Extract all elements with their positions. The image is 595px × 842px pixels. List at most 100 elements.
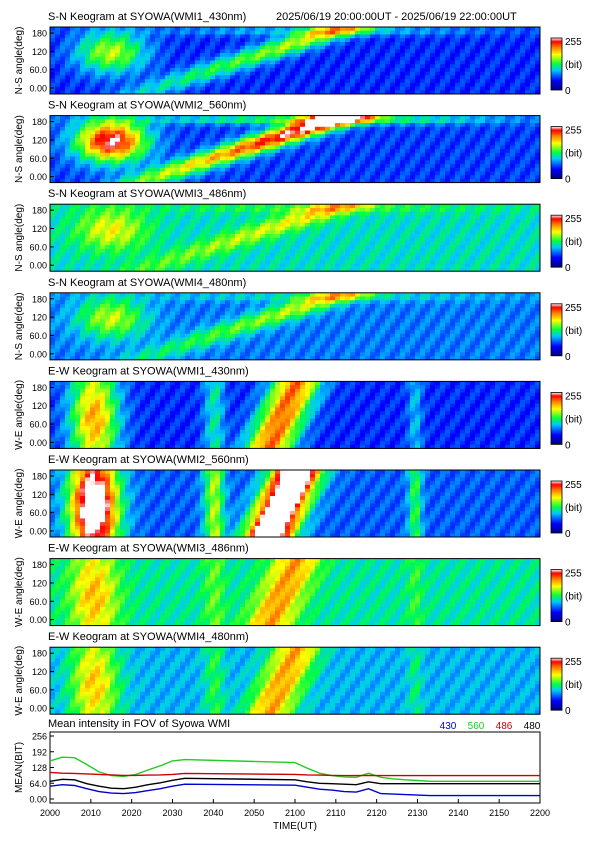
keogram-cell bbox=[330, 115, 336, 120]
keogram-cell bbox=[190, 137, 196, 143]
keogram-cell bbox=[330, 256, 336, 261]
keogram-cell bbox=[335, 115, 341, 120]
keogram-cell bbox=[285, 141, 291, 146]
keogram-cell bbox=[85, 178, 91, 183]
keogram-cell bbox=[400, 27, 406, 32]
keogram-cell bbox=[180, 67, 186, 73]
keogram-cell bbox=[200, 45, 206, 50]
keogram-cell bbox=[145, 34, 151, 39]
keogram-cell bbox=[395, 156, 401, 161]
keogram-cell bbox=[345, 126, 351, 131]
keogram-cell bbox=[430, 34, 436, 39]
keogram-cell bbox=[95, 64, 101, 69]
keogram-cell bbox=[310, 71, 316, 76]
keogram-cell bbox=[365, 67, 371, 73]
keogram-cell bbox=[435, 90, 441, 95]
keogram-cell bbox=[430, 30, 436, 35]
keogram-cell bbox=[220, 141, 226, 146]
keogram-cell bbox=[105, 171, 111, 176]
keogram-cell bbox=[165, 34, 171, 39]
keogram-cell bbox=[265, 67, 271, 73]
keogram-cell bbox=[70, 175, 76, 180]
keogram-cell bbox=[330, 67, 336, 73]
keogram-cell bbox=[485, 41, 491, 47]
keogram-cell bbox=[410, 130, 416, 135]
keogram-cell bbox=[435, 230, 441, 235]
keogram-cell bbox=[415, 233, 421, 239]
keogram-cell bbox=[100, 175, 106, 180]
keogram-cell bbox=[250, 215, 256, 220]
keogram-cell bbox=[70, 152, 76, 157]
keogram-cell bbox=[485, 75, 491, 80]
keogram-cell bbox=[65, 215, 71, 220]
keogram-cell bbox=[230, 167, 236, 172]
keogram-cell bbox=[445, 156, 451, 161]
keogram-cell bbox=[330, 156, 336, 161]
keogram-cell bbox=[370, 123, 376, 128]
keogram-cell bbox=[390, 75, 396, 80]
keogram-cell bbox=[380, 90, 386, 95]
keogram-cell bbox=[240, 60, 246, 65]
keogram-cell bbox=[440, 123, 446, 128]
keogram-cell bbox=[270, 27, 276, 32]
keogram-cell bbox=[60, 115, 66, 120]
keogram-cell bbox=[435, 256, 441, 261]
keogram-cell bbox=[500, 60, 506, 65]
keogram-cell bbox=[170, 53, 176, 58]
keogram-cell bbox=[315, 41, 321, 47]
keogram-cell bbox=[255, 60, 261, 65]
keogram-cell bbox=[55, 115, 61, 120]
keogram-cell bbox=[100, 267, 106, 272]
keogram-cell bbox=[200, 49, 206, 54]
keogram-cell bbox=[140, 141, 146, 146]
keogram-cell bbox=[440, 38, 446, 43]
keogram-cell bbox=[530, 130, 536, 135]
keogram-cell bbox=[480, 86, 486, 91]
keogram-cell bbox=[95, 267, 101, 272]
keogram-cell bbox=[345, 219, 351, 224]
keogram-cell bbox=[310, 230, 316, 235]
keogram-cell bbox=[215, 211, 221, 216]
keogram-cell bbox=[280, 45, 286, 50]
keogram-cell bbox=[220, 178, 226, 183]
keogram-cell bbox=[160, 219, 166, 224]
keogram-cell bbox=[435, 149, 441, 154]
keogram-cell bbox=[250, 252, 256, 257]
keogram-cell bbox=[255, 252, 261, 257]
keogram-cell bbox=[110, 27, 116, 32]
keogram-cell bbox=[90, 215, 96, 220]
keogram-cell bbox=[435, 252, 441, 257]
keogram-cell bbox=[160, 222, 166, 227]
keogram-cell bbox=[320, 156, 326, 161]
keogram-cell bbox=[150, 219, 156, 224]
keogram-cell bbox=[300, 204, 306, 209]
keogram-cell bbox=[535, 126, 541, 131]
keogram-cell bbox=[270, 130, 276, 135]
keogram-cell bbox=[70, 27, 76, 32]
keogram-cell bbox=[395, 90, 401, 95]
keogram-cell bbox=[240, 241, 246, 246]
keogram-cell bbox=[345, 56, 351, 61]
keogram-cell bbox=[185, 252, 191, 257]
keogram-cell bbox=[225, 241, 231, 246]
keogram-cell bbox=[310, 160, 316, 165]
keogram-cell bbox=[455, 90, 461, 95]
keogram-cell bbox=[245, 137, 251, 143]
keogram-cell bbox=[345, 79, 351, 84]
keogram-cell bbox=[90, 86, 96, 91]
keogram-cell bbox=[190, 237, 196, 242]
keogram-cell bbox=[210, 237, 216, 242]
keogram-cell bbox=[390, 152, 396, 157]
keogram-cell bbox=[240, 86, 246, 91]
keogram-cell bbox=[160, 160, 166, 165]
keogram-cell bbox=[460, 41, 466, 47]
keogram-cell bbox=[295, 34, 301, 39]
keogram-cell bbox=[385, 160, 391, 165]
keogram-cell bbox=[80, 141, 86, 146]
keogram-cell bbox=[245, 156, 251, 161]
keogram-cell bbox=[145, 134, 151, 139]
keogram-cell bbox=[505, 167, 511, 172]
keogram-cell bbox=[160, 38, 166, 43]
keogram-cell bbox=[290, 226, 296, 231]
keogram-cell bbox=[335, 267, 341, 272]
